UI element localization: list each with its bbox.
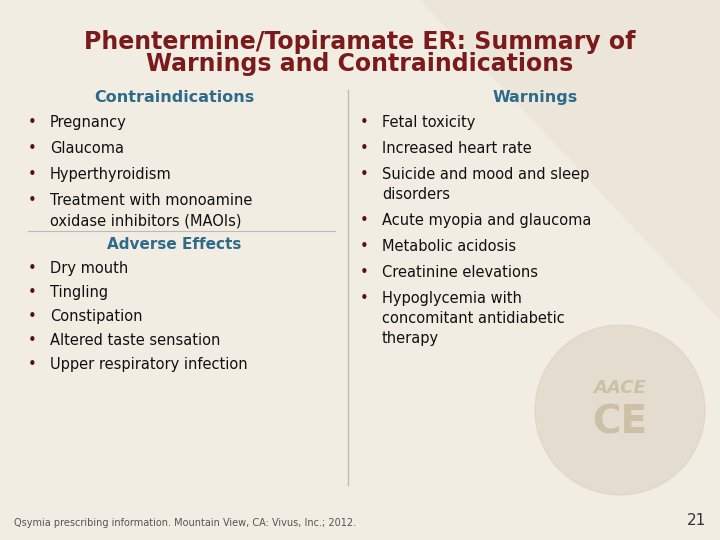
Text: Acute myopia and glaucoma: Acute myopia and glaucoma (382, 213, 591, 228)
Text: Warnings and Contraindications: Warnings and Contraindications (146, 52, 574, 76)
Text: Hyperthyroidism: Hyperthyroidism (50, 167, 172, 182)
Text: •: • (28, 333, 37, 348)
Text: •: • (28, 309, 37, 324)
Text: Hypoglycemia with: Hypoglycemia with (382, 291, 522, 306)
Text: Contraindications: Contraindications (94, 90, 254, 105)
Text: Metabolic acidosis: Metabolic acidosis (382, 239, 516, 254)
Text: •: • (360, 213, 369, 228)
Text: Upper respiratory infection: Upper respiratory infection (50, 357, 248, 372)
Text: disorders: disorders (382, 187, 450, 202)
Text: 21: 21 (687, 513, 706, 528)
Text: Fetal toxicity: Fetal toxicity (382, 115, 475, 130)
Text: •: • (360, 291, 369, 306)
Text: concomitant antidiabetic: concomitant antidiabetic (382, 311, 564, 326)
Text: Suicide and mood and sleep: Suicide and mood and sleep (382, 167, 590, 182)
Text: •: • (28, 261, 37, 276)
Text: •: • (360, 167, 369, 182)
Text: Dry mouth: Dry mouth (50, 261, 128, 276)
Text: •: • (28, 193, 37, 208)
Text: CE: CE (593, 403, 647, 441)
Text: •: • (28, 357, 37, 372)
Text: Pregnancy: Pregnancy (50, 115, 127, 130)
Text: Altered taste sensation: Altered taste sensation (50, 333, 220, 348)
Text: oxidase inhibitors (MAOIs): oxidase inhibitors (MAOIs) (50, 213, 241, 228)
Text: •: • (360, 115, 369, 130)
Text: Qsymia prescribing information. Mountain View, CA: Vivus, Inc.; 2012.: Qsymia prescribing information. Mountain… (14, 518, 356, 528)
Text: •: • (360, 141, 369, 156)
Text: Warnings: Warnings (492, 90, 577, 105)
Text: •: • (360, 239, 369, 254)
Text: Glaucoma: Glaucoma (50, 141, 124, 156)
Circle shape (535, 325, 705, 495)
Text: •: • (28, 167, 37, 182)
Text: Tingling: Tingling (50, 285, 108, 300)
Text: Phentermine/Topiramate ER: Summary of: Phentermine/Topiramate ER: Summary of (84, 30, 636, 54)
Polygon shape (420, 0, 720, 320)
Text: •: • (28, 141, 37, 156)
Text: Treatment with monoamine: Treatment with monoamine (50, 193, 253, 208)
Text: AACE: AACE (593, 379, 647, 397)
Text: therapy: therapy (382, 331, 439, 346)
Text: Increased heart rate: Increased heart rate (382, 141, 532, 156)
Text: Creatinine elevations: Creatinine elevations (382, 265, 538, 280)
Text: •: • (28, 285, 37, 300)
Text: •: • (28, 115, 37, 130)
Text: •: • (360, 265, 369, 280)
Text: Constipation: Constipation (50, 309, 143, 324)
Text: Adverse Effects: Adverse Effects (107, 237, 241, 252)
